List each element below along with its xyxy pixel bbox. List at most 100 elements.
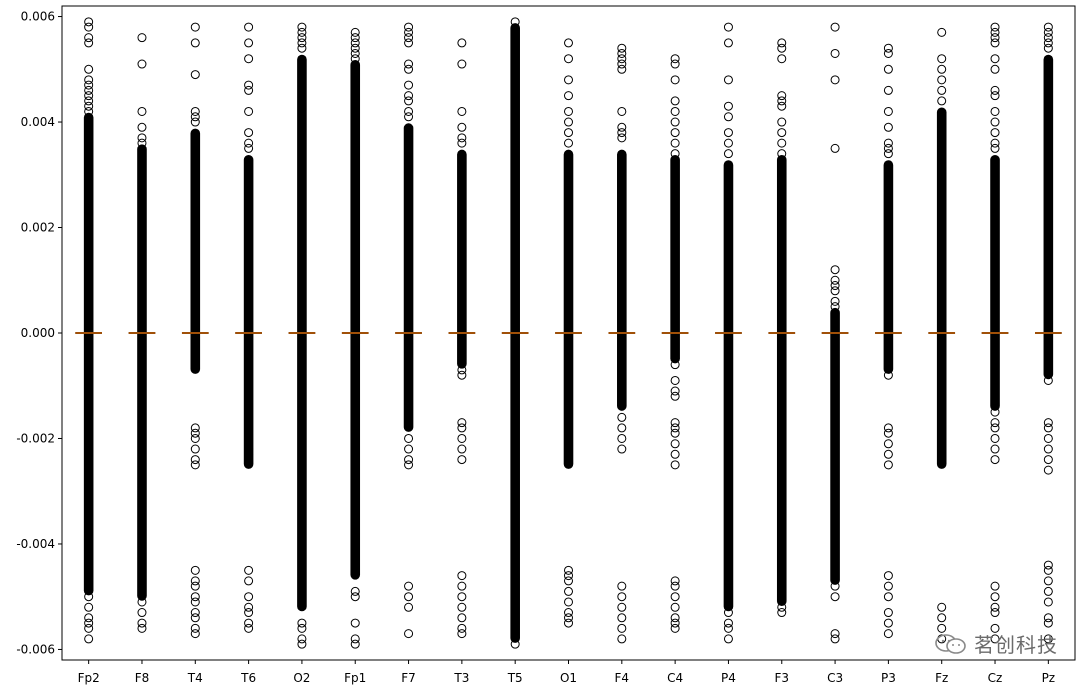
outlier-point <box>990 64 1000 74</box>
outlier-point <box>84 96 94 106</box>
outlier-point <box>883 439 893 449</box>
outlier-point <box>244 623 254 633</box>
outlier-point <box>1043 418 1053 428</box>
outlier-point <box>564 613 573 623</box>
outlier-point <box>190 423 200 433</box>
outlier-point <box>84 101 94 111</box>
watermark-text: 茗创科技 <box>974 633 1058 657</box>
outlier-point <box>830 592 840 602</box>
box-pz <box>1035 22 1062 644</box>
outlier-point <box>404 27 414 37</box>
outlier-point <box>777 101 787 111</box>
outlier-point <box>617 59 627 69</box>
outlier-point <box>190 444 200 454</box>
outlier-point <box>990 138 1000 148</box>
outlier-point <box>84 85 94 95</box>
outlier-point <box>457 455 467 465</box>
outlier-point <box>350 48 360 58</box>
outlier-point <box>190 117 200 127</box>
outlier-point <box>1043 565 1053 575</box>
outlier-point <box>244 576 254 586</box>
outlier-point <box>404 96 414 106</box>
outlier-point <box>190 112 200 122</box>
outlier-point <box>457 602 467 612</box>
outlier-point <box>883 143 893 153</box>
outlier-point <box>244 85 254 95</box>
outlier-point <box>457 571 467 581</box>
outlier-point <box>937 397 947 407</box>
outlier-point <box>457 106 467 116</box>
outlier-point <box>1043 33 1053 43</box>
outlier-point <box>617 412 627 422</box>
outlier-point <box>244 602 254 612</box>
outlier-point <box>670 117 680 127</box>
outlier-point <box>883 571 893 581</box>
outlier-point <box>457 122 467 132</box>
outlier-point <box>137 33 147 43</box>
outlier-point <box>830 296 840 306</box>
dense-outliers <box>723 160 734 612</box>
outlier-point <box>830 634 840 644</box>
outlier-point <box>244 128 254 138</box>
outlier-point <box>617 602 627 612</box>
outlier-point <box>457 370 467 380</box>
box-c4 <box>661 54 689 633</box>
x-tick-label: C3 <box>827 671 843 685</box>
outlier-point <box>723 634 733 644</box>
x-tick-label: Pz <box>1042 671 1056 685</box>
box-fp2 <box>75 17 102 644</box>
outlier-point <box>617 444 627 454</box>
outlier-point <box>244 54 254 64</box>
outlier-point <box>883 138 893 148</box>
outlier-point <box>84 17 94 27</box>
outlier-point <box>190 106 200 116</box>
outlier-point <box>883 48 893 58</box>
outlier-point <box>137 133 147 143</box>
outlier-point <box>723 138 733 148</box>
outlier-point <box>1043 455 1053 465</box>
y-tick-label: -0.006 <box>16 642 55 656</box>
outlier-point <box>564 138 573 148</box>
outlier-point <box>244 618 254 628</box>
outlier-point <box>670 460 680 470</box>
outlier-point <box>617 423 627 433</box>
x-tick-label: P3 <box>881 671 896 685</box>
outlier-point <box>990 143 1000 153</box>
outlier-point <box>457 59 467 69</box>
outlier-point <box>883 618 893 628</box>
y-tick-label: 0.006 <box>21 10 55 24</box>
outlier-point <box>617 43 627 53</box>
outlier-point <box>937 613 947 623</box>
outlier-point <box>883 581 893 591</box>
box-t6 <box>235 22 262 633</box>
outlier-point <box>564 418 573 428</box>
outlier-point <box>404 33 414 43</box>
dense-outliers <box>243 154 254 469</box>
outlier-point <box>830 629 840 639</box>
outlier-point <box>1043 576 1053 586</box>
outlier-point <box>84 22 94 32</box>
outlier-point <box>564 38 573 48</box>
outlier-point <box>990 33 1000 43</box>
outlier-point <box>244 38 254 48</box>
outlier-point <box>777 91 787 101</box>
outlier-point <box>777 117 787 127</box>
outlier-point <box>564 360 573 370</box>
x-tick-label: F4 <box>615 671 630 685</box>
outlier-point <box>190 629 200 639</box>
outlier-point <box>937 349 947 359</box>
x-tick-label: Fp2 <box>78 671 100 685</box>
outlier-point <box>297 43 307 53</box>
outlier-point <box>990 106 1000 116</box>
dense-outliers <box>883 160 894 374</box>
wechat-icon <box>935 633 966 654</box>
x-tick-label: O1 <box>560 671 577 685</box>
outlier-point <box>990 592 1000 602</box>
outlier-point <box>883 106 893 116</box>
outlier-point <box>723 101 733 111</box>
outlier-point <box>883 85 893 95</box>
outlier-point <box>883 592 893 602</box>
x-tick-label: Cz <box>988 671 1003 685</box>
outlier-point <box>937 370 947 380</box>
outlier-point <box>350 43 360 53</box>
